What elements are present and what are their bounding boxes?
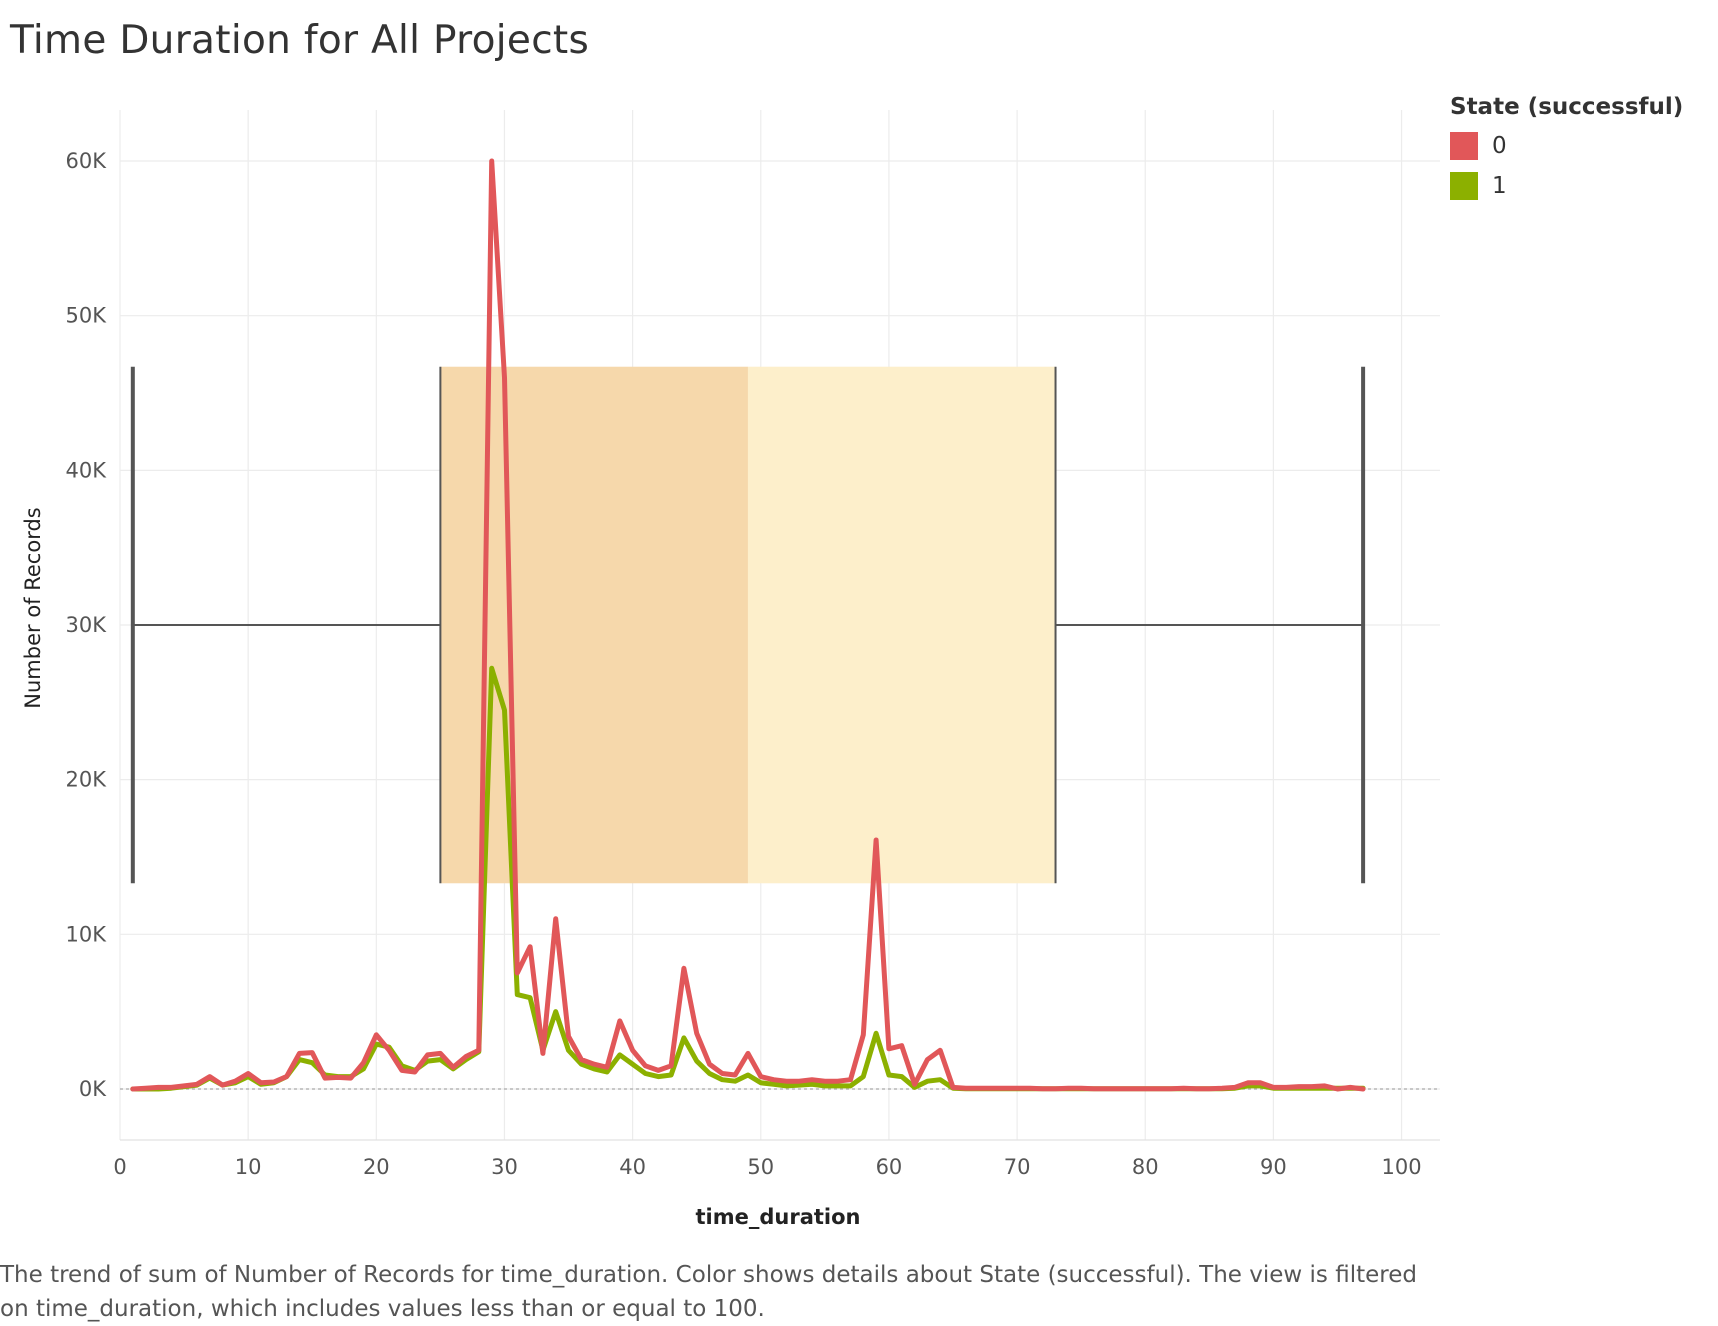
legend-label-0: 0 [1492, 133, 1507, 159]
x-tick-label: 50 [747, 1155, 774, 1179]
y-tick-label: 50K [66, 304, 108, 328]
x-tick-label: 90 [1260, 1155, 1287, 1179]
y-tick-label: 60K [66, 149, 108, 173]
chart-caption: The trend of sum of Number of Records fo… [0, 1262, 1417, 1322]
y-axis-title: Number of Records [21, 507, 45, 708]
y-tick-label: 0K [79, 1077, 107, 1101]
chart-series [130, 158, 1366, 1092]
y-tick-label: 40K [66, 458, 108, 482]
box-plot [130, 366, 1366, 884]
y-axis-ticks: 0K 10K 20K 30K 40K 50K 60K [66, 149, 108, 1101]
legend-swatch-1 [1450, 172, 1478, 200]
box-upper-half [747, 366, 1056, 884]
y-tick-label: 10K [66, 922, 108, 946]
legend-item-0[interactable]: 0 [1450, 126, 1683, 166]
x-tick-label: 70 [1004, 1155, 1031, 1179]
x-tick-label: 0 [113, 1155, 126, 1179]
x-tick-label: 20 [363, 1155, 390, 1179]
series-line-0[interactable] [130, 158, 1366, 1092]
y-tick-label: 20K [66, 768, 108, 792]
box-lower-half [440, 366, 748, 884]
x-axis-ticks: 0 10 20 30 40 50 60 70 80 90 100 [113, 1155, 1421, 1179]
x-tick-label: 30 [491, 1155, 518, 1179]
x-tick-label: 100 [1382, 1155, 1422, 1179]
x-tick-label: 60 [876, 1155, 903, 1179]
y-tick-label: 30K [66, 613, 108, 637]
line-chart: 0 10 20 30 40 50 60 70 80 90 100 0K 10K 20K 30K 40K 50K… [21, 110, 1440, 1229]
x-tick-label: 10 [235, 1155, 262, 1179]
page-title: Time Duration for All Projects [10, 18, 590, 63]
x-tick-label: 80 [1132, 1155, 1159, 1179]
x-axis-title: time_duration [696, 1205, 861, 1229]
x-tick-label: 40 [619, 1155, 646, 1179]
legend-item-1[interactable]: 1 [1450, 166, 1683, 206]
legend-swatch-0 [1450, 132, 1478, 160]
legend-title: State (successful) [1450, 94, 1684, 120]
legend-label-1: 1 [1492, 173, 1507, 199]
legend: State (successful) 0 1 [1450, 94, 1683, 206]
